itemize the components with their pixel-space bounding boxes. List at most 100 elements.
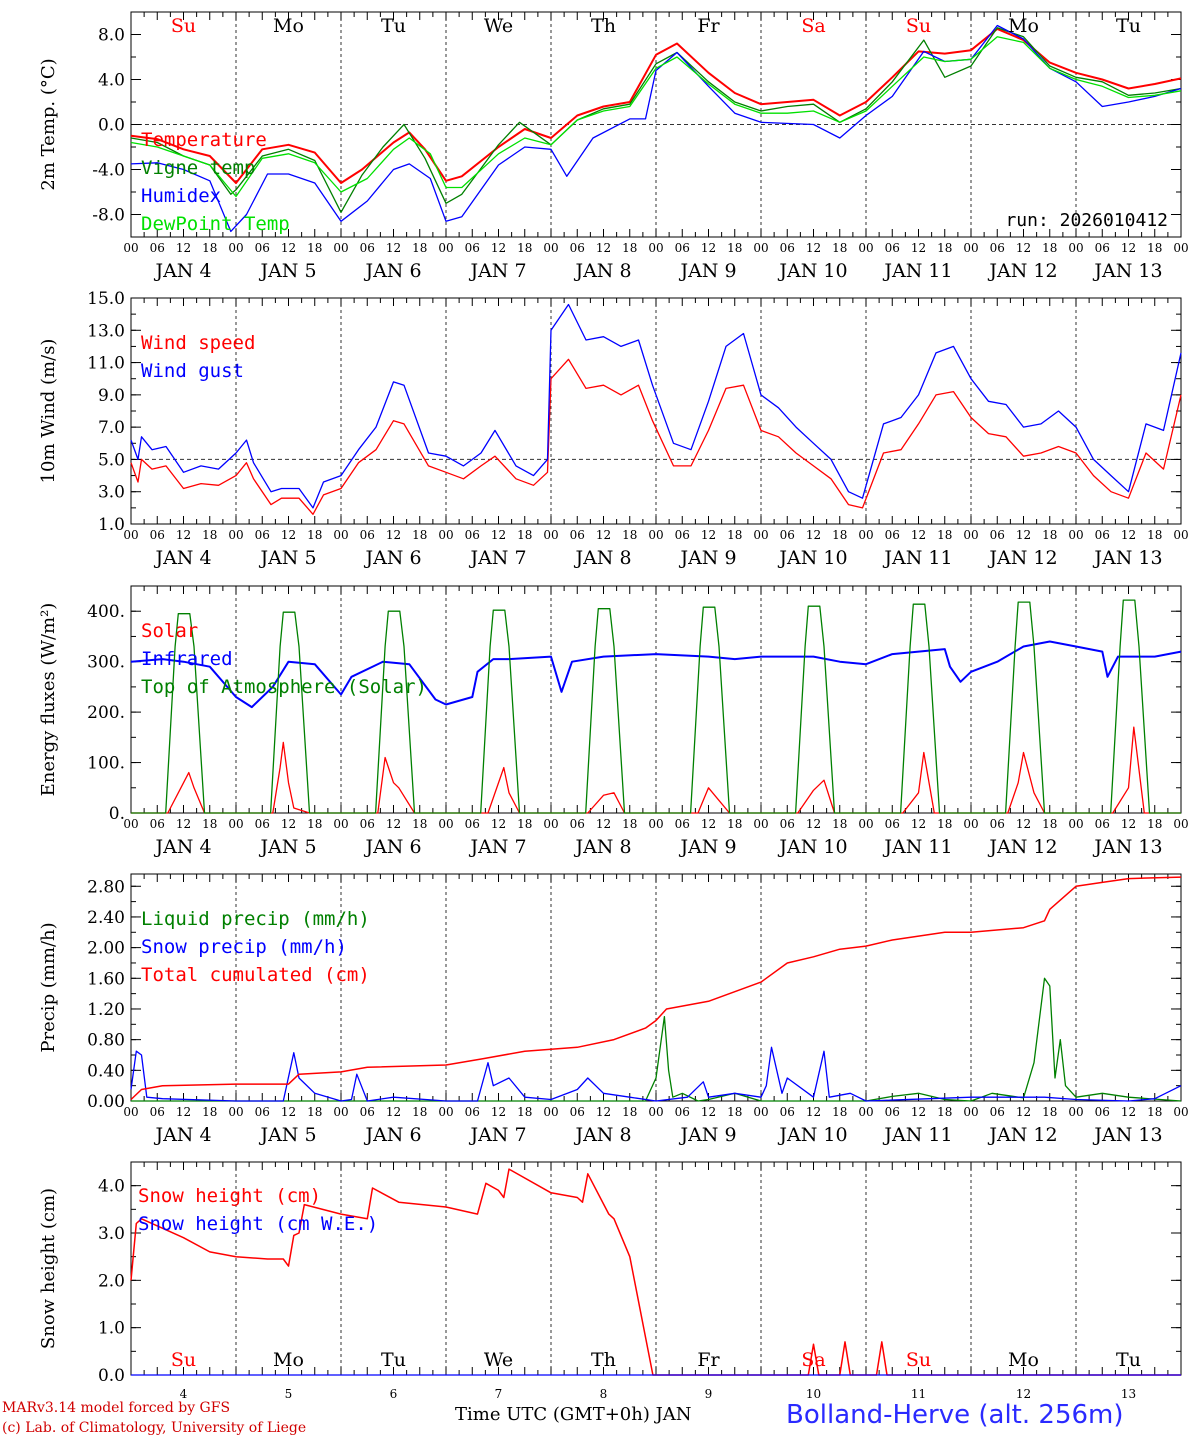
y-tick-label: -8.0	[92, 206, 125, 226]
hour-tick-label: 12	[701, 241, 716, 255]
hour-tick-label: 18	[307, 817, 322, 831]
hour-tick-label: 18	[622, 817, 637, 831]
hour-tick-label: 18	[517, 1105, 532, 1119]
hour-tick-label: 12	[596, 1105, 611, 1119]
hour-tick-label: 12	[491, 528, 506, 542]
date-label: JAN 5	[258, 260, 316, 282]
date-label: JAN 7	[468, 1124, 526, 1146]
hour-tick-label: 06	[150, 817, 165, 831]
hour-tick-label: 12	[386, 241, 401, 255]
day-of-week-label: Su	[171, 1349, 196, 1371]
hour-tick-label: 18	[412, 1105, 427, 1119]
day-of-week-label: Mo	[1008, 15, 1039, 37]
series-line-solar	[131, 726, 1181, 814]
hour-tick-label: 00	[333, 817, 348, 831]
hour-tick-label: 12	[386, 1105, 401, 1119]
y-tick-label: 3.0	[98, 483, 125, 503]
hour-tick-label: 18	[937, 1105, 952, 1119]
hour-tick-label: 06	[360, 817, 375, 831]
hour-tick-label: 12	[806, 241, 821, 255]
y-tick-label: 0.40	[87, 1061, 125, 1081]
date-label: JAN 8	[573, 836, 631, 858]
hour-tick-label: 06	[465, 817, 480, 831]
day-number-label: 13	[1121, 1387, 1136, 1401]
hour-tick-label: 06	[780, 1105, 795, 1119]
y-tick-label: 0.0	[98, 1366, 125, 1386]
model-credit: MARv3.14 model forced by GFS (c) Lab. of…	[2, 1398, 306, 1438]
hour-tick-label: 06	[570, 528, 585, 542]
hour-tick-label: 18	[517, 241, 532, 255]
hour-tick-label: 06	[675, 241, 690, 255]
series-line-dewpoint-temp	[130, 36, 1182, 198]
date-label: JAN 6	[363, 836, 421, 858]
hour-tick-label: 18	[832, 1105, 847, 1119]
y-tick-label: 2.00	[87, 939, 125, 959]
legend-entry: Humidex	[141, 185, 221, 207]
date-label: JAN 12	[987, 260, 1057, 282]
series-line-total-cumulated-cm-	[130, 876, 1182, 1101]
hour-tick-label: 00	[543, 817, 558, 831]
hour-tick-label: 12	[1016, 528, 1031, 542]
day-of-week-label: Th	[591, 1349, 616, 1371]
hour-tick-label: 18	[937, 528, 952, 542]
series-line-temperature	[130, 27, 1182, 184]
hour-tick-label: 06	[990, 1105, 1005, 1119]
hour-tick-label: 00	[1173, 241, 1188, 255]
date-label: JAN 9	[678, 260, 736, 282]
y-tick-label: 4.0	[98, 1177, 125, 1197]
hour-tick-label: 06	[150, 241, 165, 255]
hour-tick-label: 18	[622, 528, 637, 542]
hour-tick-label: 18	[1042, 241, 1057, 255]
hour-tick-label: 06	[1095, 241, 1110, 255]
legend-entry: Snow precip (mm/h)	[141, 936, 347, 958]
date-label: JAN 10	[777, 547, 847, 569]
hour-tick-label: 12	[281, 1105, 296, 1119]
hour-tick-label: 00	[753, 241, 768, 255]
date-label: JAN 13	[1092, 547, 1162, 569]
hour-tick-label: 12	[1016, 241, 1031, 255]
hour-tick-label: 12	[281, 528, 296, 542]
series-line-wind-speed	[130, 358, 1182, 515]
day-of-week-label: Fr	[697, 15, 720, 37]
hour-tick-label: 00	[1173, 817, 1188, 831]
y-tick-label: 9.0	[98, 386, 125, 406]
date-label: JAN 8	[573, 547, 631, 569]
hour-tick-label: 06	[885, 528, 900, 542]
hour-tick-label: 12	[176, 817, 191, 831]
hour-tick-label: 00	[753, 1105, 768, 1119]
hour-tick-label: 06	[675, 1105, 690, 1119]
hour-tick-label: 00	[1068, 817, 1083, 831]
y-tick-label: -4.0	[92, 161, 125, 181]
hour-tick-label: 12	[1016, 817, 1031, 831]
hour-tick-label: 00	[228, 817, 243, 831]
hour-tick-label: 00	[333, 528, 348, 542]
hour-tick-label: 06	[885, 1105, 900, 1119]
hour-tick-label: 18	[622, 241, 637, 255]
day-of-week-label: We	[484, 1349, 513, 1371]
date-label: JAN 10	[777, 1124, 847, 1146]
hour-tick-label: 12	[911, 528, 926, 542]
y-tick-label: 2.40	[87, 908, 125, 928]
hour-tick-label: 18	[1147, 241, 1162, 255]
series-line-top-of-atmosphere-solar-	[131, 599, 1181, 814]
hour-tick-label: 06	[570, 817, 585, 831]
hour-tick-label: 06	[255, 1105, 270, 1119]
hour-tick-label: 18	[727, 1105, 742, 1119]
series-line-wind-gust	[130, 303, 1182, 509]
y-tick-label: 15.0	[87, 289, 125, 309]
legend-entry: Solar	[141, 620, 198, 642]
hour-tick-label: 06	[1095, 528, 1110, 542]
date-label: JAN 9	[678, 547, 736, 569]
date-label: JAN 12	[987, 547, 1057, 569]
hour-tick-label: 00	[963, 241, 978, 255]
hour-tick-label: 06	[675, 528, 690, 542]
hour-tick-label: 18	[1147, 817, 1162, 831]
hour-tick-label: 00	[1173, 528, 1188, 542]
hour-tick-label: 00	[1173, 1105, 1188, 1119]
hour-tick-label: 00	[753, 528, 768, 542]
y-tick-label: 0.00	[87, 1092, 125, 1112]
day-of-week-label: Su	[171, 15, 196, 37]
date-label: JAN 4	[153, 547, 211, 569]
day-of-week-label: Mo	[273, 15, 304, 37]
hour-tick-label: 18	[937, 817, 952, 831]
